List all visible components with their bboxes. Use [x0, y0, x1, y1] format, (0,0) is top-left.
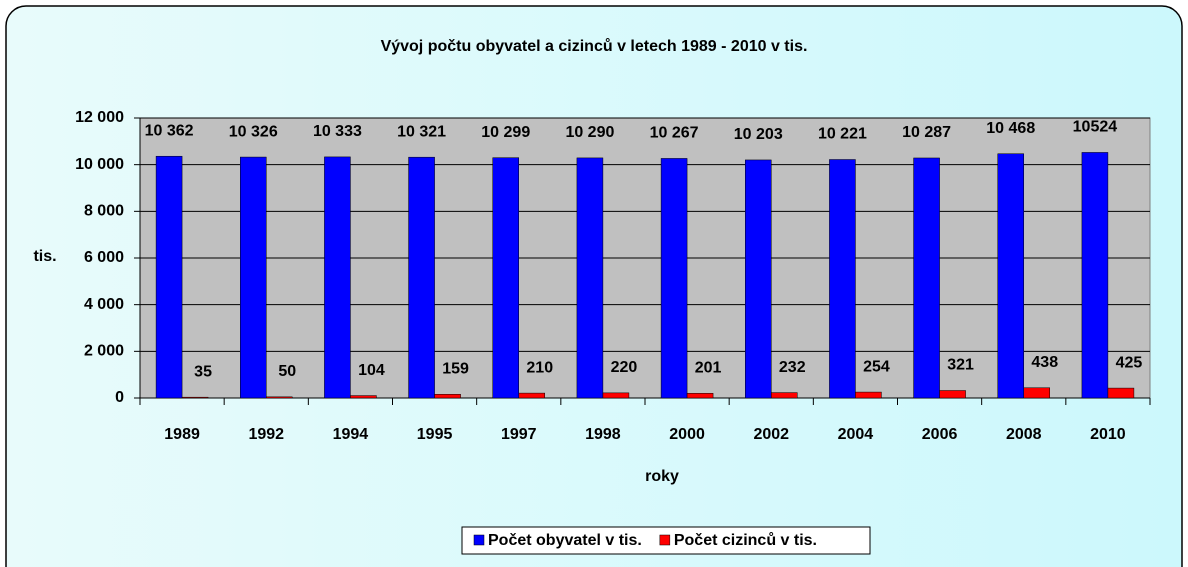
y-tick-label: 12 000	[75, 109, 124, 126]
data-label: 10 299	[481, 124, 530, 141]
bar	[939, 390, 966, 399]
bar	[492, 157, 519, 399]
data-label: 321	[947, 357, 974, 374]
y-tick-label: 2 000	[84, 343, 124, 360]
y-axis-label: tis.	[33, 248, 56, 265]
x-tick-label: 1997	[501, 426, 537, 443]
data-label: 159	[442, 361, 469, 378]
bar	[602, 392, 630, 399]
x-tick-label: 2006	[922, 426, 958, 443]
data-label: 10 203	[734, 126, 783, 143]
legend-label: Počet cizinců v tis.	[674, 532, 817, 549]
x-tick-label: 1992	[248, 426, 284, 443]
bar	[913, 157, 940, 399]
bar	[576, 157, 604, 399]
x-tick-label: 2010	[1090, 426, 1126, 443]
bar	[660, 158, 688, 399]
data-label: 10 267	[650, 125, 699, 142]
y-tick-label: 0	[115, 389, 124, 406]
data-label: 201	[695, 360, 722, 377]
bar	[771, 392, 798, 399]
data-label: 425	[1116, 354, 1143, 371]
data-label: 10 333	[313, 123, 362, 140]
bar	[350, 395, 377, 399]
y-tick-label: 6 000	[84, 249, 124, 266]
data-label: 232	[779, 359, 806, 376]
bar	[1081, 152, 1109, 399]
bar	[686, 393, 714, 399]
legend-swatch	[659, 534, 671, 546]
y-tick-label: 4 000	[84, 296, 124, 313]
data-label: 10 221	[818, 126, 867, 143]
x-tick-label: 1998	[585, 426, 621, 443]
x-tick-label: 2004	[838, 426, 874, 443]
data-label: 10 290	[565, 124, 614, 141]
bar	[181, 396, 209, 399]
data-label: 10 468	[986, 120, 1035, 137]
x-tick-label: 2002	[753, 426, 789, 443]
x-tick-label: 1994	[333, 426, 369, 443]
bar	[155, 155, 183, 399]
data-label: 10 321	[397, 123, 446, 140]
data-label: 50	[278, 363, 296, 380]
x-tick-label: 1995	[417, 426, 453, 443]
bar	[518, 392, 545, 399]
bar	[1107, 387, 1135, 399]
x-tick-label: 2008	[1006, 426, 1042, 443]
bar	[745, 159, 772, 399]
bar	[408, 156, 435, 399]
bar	[434, 394, 461, 399]
x-tick-label: 2000	[669, 426, 705, 443]
chart-title: Vývoj počtu obyvatel a cizinců v letech …	[381, 38, 808, 55]
data-label: 254	[863, 358, 890, 375]
bar	[324, 156, 351, 399]
data-label: 210	[526, 359, 553, 376]
data-label: 438	[1031, 354, 1058, 371]
legend-swatch	[473, 534, 485, 546]
x-axis-label: roky	[645, 468, 679, 485]
legend-label: Počet obyvatel v tis.	[488, 532, 642, 549]
data-label: 10524	[1073, 119, 1118, 136]
data-label: 104	[358, 362, 385, 379]
y-tick-label: 10 000	[75, 156, 124, 173]
bar	[829, 159, 856, 399]
x-tick-label: 1989	[164, 426, 200, 443]
bar	[1023, 387, 1050, 399]
bar	[266, 396, 293, 399]
data-label: 10 287	[902, 124, 951, 141]
bar	[997, 153, 1024, 399]
data-label: 10 326	[229, 123, 278, 140]
data-label: 10 362	[145, 122, 194, 139]
bar	[240, 156, 267, 399]
bar	[855, 391, 882, 399]
data-label: 35	[194, 363, 212, 380]
y-tick-label: 8 000	[84, 203, 124, 220]
data-label: 220	[611, 359, 638, 376]
